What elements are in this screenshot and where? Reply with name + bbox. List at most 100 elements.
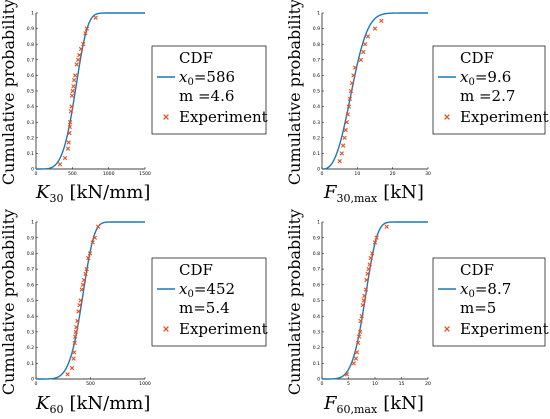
legend-fit-value: =8.7 — [475, 280, 511, 298]
y-tick-label: 0 — [31, 377, 34, 383]
y-tick-label: 0.6 — [27, 282, 34, 288]
y-axis-label: Cumulative probability — [285, 209, 304, 395]
experiment-point — [67, 130, 72, 136]
experiment-point — [351, 361, 356, 366]
experiment-point — [71, 356, 76, 361]
experiment-point — [341, 143, 346, 148]
legend-box — [432, 257, 546, 347]
experiment-point — [68, 109, 74, 114]
legend-fit-symbol: x — [460, 280, 469, 298]
x-tick-label: 500 — [86, 381, 95, 387]
y-tick-label: 0.1 — [313, 151, 320, 157]
legend-fit-symbol: x — [460, 68, 469, 86]
experiment-point — [365, 34, 371, 39]
y-tick-label: 0.7 — [27, 267, 34, 273]
experiment-point — [79, 287, 84, 292]
experiment-point — [360, 303, 365, 308]
x-axis-label-subscript: 60,max — [337, 403, 378, 416]
y-tick-label: 0.9 — [27, 235, 34, 241]
legend-fit-value: =586 — [194, 68, 235, 86]
y-tick-label: 0.9 — [27, 26, 34, 32]
x-axis-label: K30 [kN/mm] — [35, 182, 150, 205]
experiment-point — [72, 340, 77, 346]
y-tick-label: 0.7 — [313, 267, 320, 273]
y-tick-label: 0.3 — [27, 330, 34, 336]
x-tick-label: 500 — [68, 171, 77, 177]
y-tick-label: 0.2 — [313, 345, 320, 351]
experiment-point — [359, 314, 364, 319]
experiment-point — [337, 159, 342, 164]
y-tick-label: 0.7 — [27, 57, 34, 63]
x-tick-label: 15 — [399, 381, 405, 387]
experiment-point — [362, 293, 367, 298]
experiment-point — [354, 350, 360, 355]
x-axis-label-subscript: 30 — [49, 192, 63, 205]
experiment-point — [67, 124, 72, 130]
x-tick-label: 0 — [321, 381, 324, 387]
y-tick-label: 0.6 — [27, 73, 34, 79]
y-tick-label: 0.9 — [313, 235, 320, 241]
legend-title: CDF — [460, 261, 494, 279]
legend-fit-subscript: 0 — [468, 289, 474, 300]
y-tick-label: 0.1 — [27, 151, 34, 157]
experiment-point — [90, 240, 95, 245]
x-tick-label: 0 — [35, 171, 38, 177]
y-tick-label: 0.3 — [313, 120, 320, 126]
experiment-point — [69, 104, 74, 109]
x-axis-label: F30,max [kN] — [323, 182, 424, 205]
y-tick-label: 0.1 — [27, 361, 34, 367]
legend-experiment-marker — [444, 114, 450, 120]
experiment-point — [364, 277, 369, 283]
legend-m-label: m=5.4 — [179, 299, 230, 317]
experiment-point — [344, 120, 349, 125]
weibull-fit-line — [36, 12, 145, 170]
y-tick-label: 0.2 — [27, 345, 34, 351]
legend-fit-label: x0=452 — [179, 280, 235, 300]
experiment-point — [339, 151, 344, 156]
y-tick-label: 0 — [317, 377, 320, 383]
experiment-point — [81, 42, 86, 47]
experiment-point — [80, 282, 86, 287]
legend-m-label: m=5 — [460, 299, 496, 317]
experiment-point — [379, 18, 384, 23]
experiment-point — [372, 26, 378, 31]
experiment-point — [346, 104, 352, 109]
legend-box — [151, 45, 267, 135]
experiment-point — [361, 49, 366, 55]
experiment-point — [353, 65, 358, 70]
experiment-point — [77, 303, 82, 308]
experiment-point — [348, 88, 354, 94]
y-tick-label: 0.5 — [313, 298, 320, 304]
experiment-point — [349, 81, 355, 86]
y-tick-label: 0.4 — [27, 314, 34, 320]
y-tick-label: 0.7 — [313, 57, 320, 63]
experiment-point — [65, 372, 70, 377]
experiment-point — [356, 334, 362, 339]
y-tick-label: 0.4 — [313, 314, 320, 320]
y-tick-label: 0.2 — [27, 135, 34, 141]
experiment-point — [71, 84, 76, 89]
experiment-point — [361, 298, 367, 303]
experiment-point — [57, 162, 63, 167]
y-tick-label: 0.8 — [313, 42, 320, 48]
experiment-point — [73, 334, 78, 339]
y-tick-label: 0.6 — [313, 282, 320, 288]
experiment-point — [95, 224, 101, 229]
experiment-point — [81, 277, 87, 283]
chart-panel-f30max: 00.10.20.30.40.50.60.70.80.910 10 20 30Cumu… — [285, 0, 549, 205]
experiment-point — [366, 266, 371, 272]
experiment-point — [70, 88, 75, 94]
y-tick-label: 1 — [317, 220, 320, 226]
x-axis-label-subscript: 30,max — [337, 192, 378, 205]
experiment-point — [358, 318, 363, 324]
experiment-point — [370, 251, 375, 256]
experiment-point — [71, 350, 77, 355]
x-tick-label: 20 — [390, 171, 396, 177]
x-axis-label-symbol: F — [323, 182, 338, 203]
y-tick-label: 0.8 — [27, 251, 34, 257]
experiment-point — [345, 112, 350, 117]
